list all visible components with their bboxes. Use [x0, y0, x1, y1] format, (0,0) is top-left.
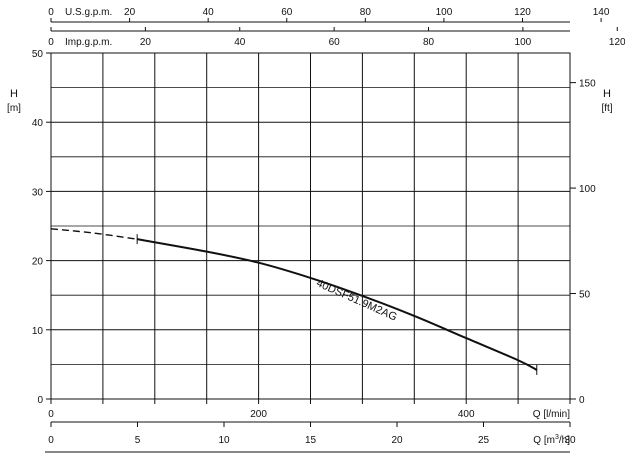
us-gpm-tick-label: 60 [281, 7, 293, 18]
y2-tick-label: 150 [579, 79, 596, 90]
imp-gpm-axis-label: Imp.g.p.m. [65, 37, 112, 48]
m3h-axis-label-exp: 3 [555, 434, 559, 441]
series-curve-extrapolated [50, 228, 138, 240]
grid [51, 53, 570, 399]
imp-gpm-tick-label: 80 [423, 37, 435, 48]
m3h-tick-label: 0 [48, 435, 54, 446]
m3h-tick-label: 15 [305, 435, 317, 446]
y2-axis-label-unit: [ft] [601, 103, 612, 114]
y2-tick-label: 50 [579, 290, 591, 301]
x-tick-label: 0 [48, 409, 54, 420]
us-gpm-axis-label: U.S.g.p.m. [65, 7, 112, 18]
imp-gpm-tick-label: 100 [515, 37, 532, 48]
us-gpm-tick-label: 80 [360, 7, 372, 18]
y2-tick-label: 0 [579, 395, 585, 406]
x-tick-label: 400 [458, 409, 475, 420]
imp-gpm-tick-label: 40 [234, 37, 246, 48]
y-axis-label-letter: H [10, 88, 18, 100]
imp-gpm-tick-label: 0 [48, 37, 54, 48]
m3h-axis-label-main: Q [m [533, 435, 555, 446]
y-tick-label: 20 [32, 257, 44, 268]
x-axis-label: Q [l/min] [533, 409, 570, 420]
m3h-tick-label: 10 [218, 435, 230, 446]
us-gpm-tick-label: 40 [203, 7, 215, 18]
us-gpm-tick-label: 0 [48, 7, 54, 18]
y2-tick-label: 100 [579, 184, 596, 195]
imp-gpm-tick-label: 60 [329, 37, 341, 48]
y-tick-label: 0 [37, 395, 43, 406]
us-gpm-tick-label: 120 [514, 7, 531, 18]
m3h-tick-label: 25 [478, 435, 490, 446]
x-tick-label: 200 [250, 409, 267, 420]
y-tick-label: 40 [32, 118, 44, 129]
y-tick-label: 10 [32, 326, 44, 337]
m3h-axis-label: Q [m3/h] [533, 434, 570, 446]
us-gpm-tick-label: 100 [436, 7, 453, 18]
y-tick-label: 50 [32, 49, 44, 60]
m3h-axis-label-tail: /h] [559, 435, 570, 446]
y-tick-label: 30 [32, 187, 44, 198]
m3h-tick-label: 5 [135, 435, 141, 446]
us-gpm-tick-label: 20 [124, 7, 136, 18]
m3h-tick-label: 30 [564, 435, 576, 446]
m3h-tick-label: 20 [391, 435, 403, 446]
y-axis-label-unit: [m] [7, 103, 21, 114]
imp-gpm-tick-label: 120 [609, 37, 625, 48]
series-curve [136, 238, 538, 371]
us-gpm-tick-label: 140 [593, 7, 610, 18]
series-label: 40DSF51.9M2AG [314, 277, 398, 323]
y2-axis-label-letter: H [603, 88, 611, 100]
imp-gpm-tick-label: 20 [140, 37, 152, 48]
